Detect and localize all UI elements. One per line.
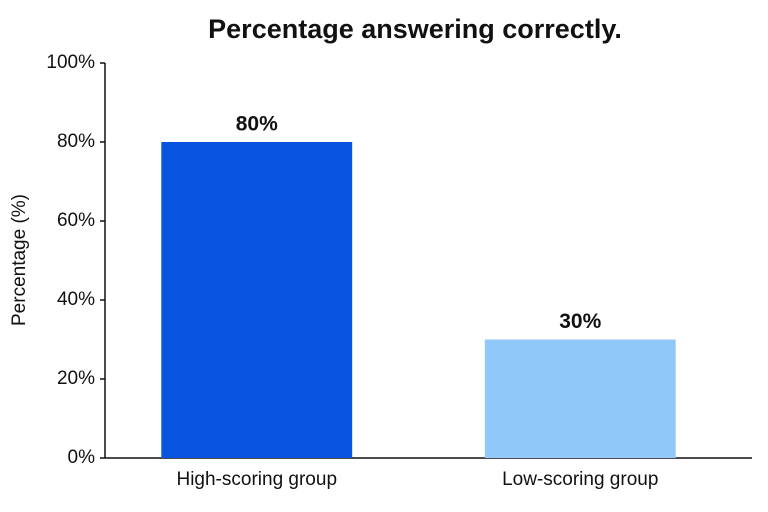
value-label: 30% [559,310,601,333]
chart-title: Percentage answering correctly. [208,14,622,44]
x-tick-label: High-scoring group [176,469,337,490]
x-tick-label: Low-scoring group [502,469,658,490]
y-axis-label: Percentage (%) [9,194,30,326]
y-tick-label: 100% [46,52,95,73]
y-tick-label: 60% [57,210,95,231]
y-tick-label: 40% [57,289,95,310]
y-tick-label: 20% [57,368,95,389]
value-label: 80% [236,113,278,136]
bar [161,142,353,458]
y-tick-label: 80% [57,131,95,152]
y-tick-label: 0% [68,447,96,468]
bar [484,339,676,458]
